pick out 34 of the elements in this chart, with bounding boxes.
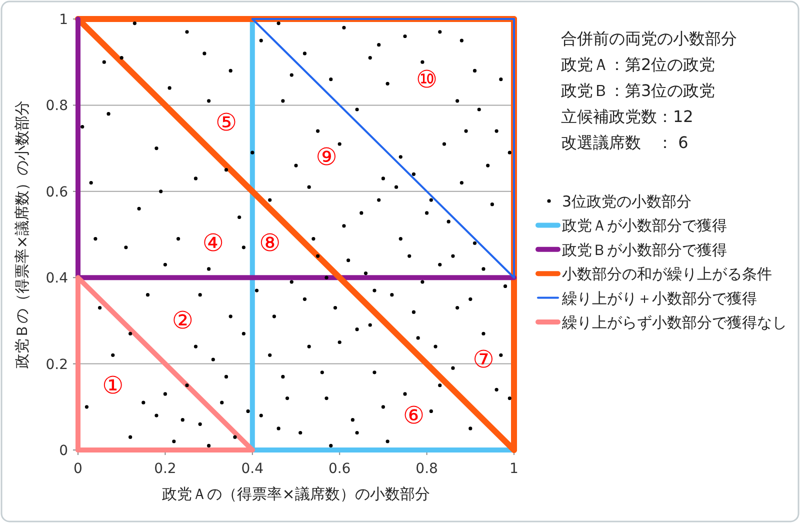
y-axis-title: 政党Ｂの（得票率×議席数）の小数部分 [13,100,31,368]
x-tick-label: 0 [74,461,82,477]
y-tick-label: 0.2 [46,356,68,373]
legend-label: 繰り上がらず小数部分で獲得なし [562,314,787,332]
y-tick-label: 0.8 [46,98,68,114]
legend-label: 政党Ａが小数部分で獲得 [562,216,727,235]
region-label: ⑩ [416,65,438,94]
x-tick-label: 0.8 [416,461,438,477]
region-label: ① [102,371,124,400]
legend-label: 3位政党の小数部分 [562,192,692,210]
legend-label: 繰り上がり＋小数部分で獲得 [562,289,757,308]
region-label: ④ [202,229,224,258]
region-label: ② [172,306,194,335]
y-tick-label: 1 [59,12,68,28]
note: 政党Ｂ：第3位の政党 [561,81,716,100]
note: 立候補政党数：12 [561,107,694,126]
region-label: ⑤ [215,108,237,136]
region-label: ⑦ [472,346,494,374]
note: 合併前の両党の小数部分 [561,29,737,48]
region-label: ⑥ [402,402,424,430]
y-tick-label: 0 [59,443,68,459]
legend-label: 小数部分の和が繰り上がる条件 [562,265,772,284]
x-tick-label: 1 [510,461,518,477]
region-label: ⑧ [259,229,281,258]
legend-label: 政党Ｂが小数部分で獲得 [562,240,727,259]
note: 改選議席数 ： 6 [561,133,688,152]
x-axis-title: 政党Ａの（得票率×議席数）の小数部分 [162,485,430,503]
note: 政党Ａ：第2位の政党 [561,55,716,74]
x-tick-label: 0.6 [328,461,351,477]
y-tick-label: 0.6 [46,184,68,200]
y-tick-label: 0.4 [46,270,68,287]
region-label: ⑨ [316,142,338,171]
x-tick-label: 0.2 [154,461,176,477]
x-tick-label: 0.4 [241,461,264,477]
